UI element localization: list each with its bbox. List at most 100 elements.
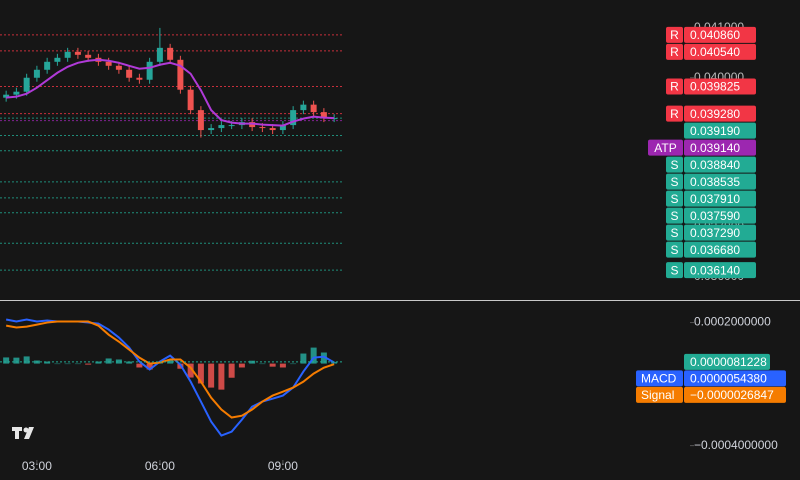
level-price-box bbox=[684, 173, 756, 190]
level-price-box bbox=[684, 190, 756, 207]
level-price-box bbox=[684, 262, 756, 279]
level-tag: S bbox=[670, 175, 678, 189]
level-price: 0.038535 bbox=[690, 175, 740, 189]
level-tag-box bbox=[666, 190, 683, 207]
candle-body bbox=[208, 128, 215, 131]
candle-body bbox=[218, 125, 225, 129]
level-tag-box bbox=[666, 241, 683, 258]
level-tag-box bbox=[666, 224, 683, 241]
histogram-value-box bbox=[684, 353, 770, 370]
histogram-bar bbox=[95, 361, 102, 364]
indicator-value-box bbox=[684, 386, 786, 403]
level-tag: R bbox=[670, 107, 679, 121]
level-price: 0.037290 bbox=[690, 226, 740, 240]
candle-body bbox=[115, 65, 122, 70]
histogram-bar bbox=[136, 363, 143, 368]
histogram-bar bbox=[64, 363, 71, 365]
indicator-value: 0.0000054380 bbox=[690, 372, 767, 386]
level-price-box bbox=[684, 78, 756, 95]
level-tag: S bbox=[670, 263, 678, 277]
legend-name-box bbox=[636, 370, 683, 387]
x-tick-label: 06:00 bbox=[145, 459, 175, 473]
level-price: 0.036140 bbox=[690, 263, 740, 277]
candle-body bbox=[3, 94, 10, 98]
candle-body bbox=[23, 77, 30, 92]
legend-name-box bbox=[636, 386, 683, 403]
candle-body bbox=[44, 61, 51, 70]
level-price: 0.037590 bbox=[690, 209, 740, 223]
level-tag: ATP bbox=[654, 141, 676, 155]
candle-body bbox=[279, 125, 286, 131]
histogram-bar bbox=[197, 363, 204, 384]
histogram-bar bbox=[238, 363, 245, 368]
level-tag-box bbox=[666, 105, 683, 122]
candle-body bbox=[54, 57, 61, 62]
level-tag: S bbox=[670, 209, 678, 223]
candle-body bbox=[126, 69, 133, 78]
level-price-box bbox=[684, 26, 756, 43]
histogram-bar bbox=[105, 358, 112, 364]
histogram-bar bbox=[259, 363, 266, 365]
histogram-bar bbox=[13, 357, 20, 364]
level-tag: R bbox=[670, 45, 679, 59]
histogram-bar bbox=[269, 363, 276, 367]
histogram-bar bbox=[85, 363, 92, 365]
candle-body bbox=[13, 91, 20, 95]
candle-body bbox=[105, 61, 112, 66]
level-tag-box bbox=[666, 26, 683, 43]
level-price: 0.039825 bbox=[690, 80, 740, 94]
candle-body bbox=[197, 110, 204, 131]
candle-body bbox=[228, 125, 235, 127]
histogram-bar bbox=[320, 352, 327, 364]
candle-body bbox=[64, 51, 71, 58]
candle-body bbox=[187, 89, 194, 111]
histogram-bar bbox=[331, 361, 338, 364]
histogram-bar bbox=[74, 363, 81, 365]
candle-body bbox=[146, 61, 153, 80]
level-price-box bbox=[684, 43, 756, 60]
level-price-box bbox=[684, 156, 756, 173]
candle-body bbox=[167, 47, 174, 60]
histogram-bar bbox=[208, 363, 215, 388]
histogram-bar bbox=[146, 363, 153, 370]
candle-body bbox=[320, 112, 327, 119]
level-tag: R bbox=[670, 28, 679, 42]
level-price-box bbox=[684, 207, 756, 224]
histogram-bar bbox=[126, 361, 133, 364]
level-tag-box bbox=[666, 173, 683, 190]
candle-body bbox=[177, 59, 184, 90]
level-tag-box bbox=[666, 43, 683, 60]
histogram-bar bbox=[187, 363, 194, 378]
histogram-bar bbox=[218, 363, 225, 390]
histogram-bar bbox=[167, 359, 174, 364]
level-price: 0.039140 bbox=[690, 141, 740, 155]
y-tick-label: −0.0004000000 bbox=[694, 438, 778, 452]
histogram-bar bbox=[115, 359, 122, 364]
level-tag-box bbox=[666, 262, 683, 279]
histogram-bar bbox=[3, 357, 10, 364]
level-tag: R bbox=[670, 80, 679, 94]
candle-body bbox=[269, 128, 276, 131]
candle-body bbox=[310, 104, 317, 113]
level-price-box bbox=[684, 241, 756, 258]
moving-average bbox=[6, 58, 335, 127]
histogram-bar bbox=[300, 353, 307, 364]
level-price: 0.040540 bbox=[690, 45, 740, 59]
x-tick-label: 09:00 bbox=[268, 459, 298, 473]
histogram-bar bbox=[290, 363, 297, 365]
histogram-bar bbox=[44, 361, 51, 364]
level-price: 0.037910 bbox=[690, 192, 740, 206]
candle-body bbox=[331, 118, 338, 120]
level-tag-box bbox=[666, 156, 683, 173]
level-tag: S bbox=[670, 192, 678, 206]
level-price: 0.036680 bbox=[690, 243, 740, 257]
x-tick-label: 03:00 bbox=[22, 459, 52, 473]
histogram-bar bbox=[279, 363, 286, 368]
histogram-bar bbox=[228, 363, 235, 378]
indicator-line bbox=[5, 320, 335, 419]
candle-body bbox=[33, 69, 40, 78]
level-price: 0.039190 bbox=[690, 124, 740, 138]
histogram-bar bbox=[23, 356, 30, 364]
